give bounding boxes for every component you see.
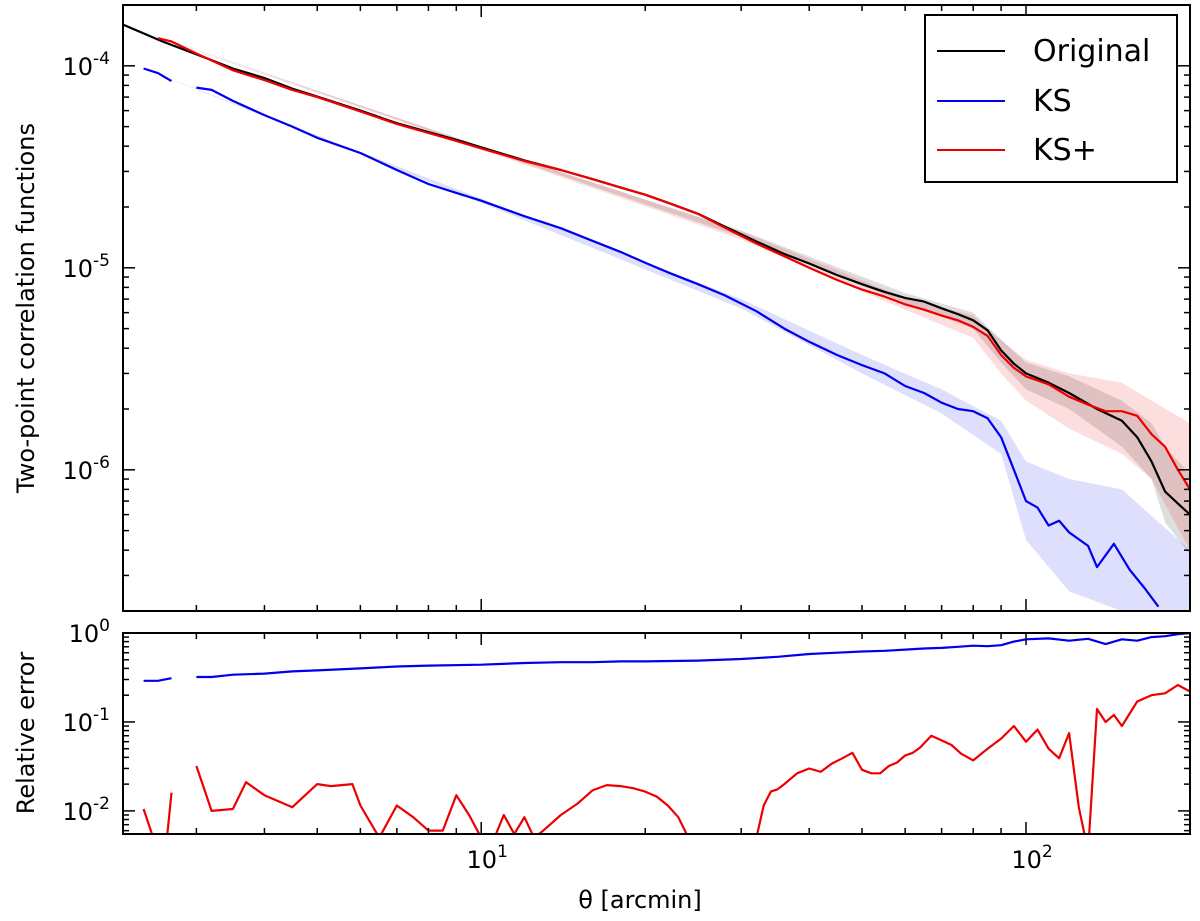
top-y-tick-label: 10-4 <box>63 49 111 81</box>
legend-label-ksplus: KS+ <box>1033 133 1097 168</box>
top-panel: 10-4 10-5 10-6 Two-point correlation funct… <box>12 4 1191 612</box>
legend-item-ksplus[interactable]: KS+ <box>937 133 1097 168</box>
bottom-x-tick-label: 101 <box>467 842 508 874</box>
top-y-axis-label: Two-point correlation functions <box>12 123 40 494</box>
legend-frame <box>924 14 1178 183</box>
top-axes-frame <box>122 4 1191 612</box>
bottom-x-tick-label: 102 <box>1011 842 1052 874</box>
bottom-y-tick-label: 100 <box>69 616 110 648</box>
top-y-tick-label: 10-5 <box>63 251 111 283</box>
bottom-series-lines <box>142 633 1190 834</box>
bottom-y-axis-label: Relative error <box>12 652 40 815</box>
bottom-panel: 100 10-1 10-2 101 102 Relative error θ [arcm… <box>12 616 1191 914</box>
top-series-line-ksplus <box>157 37 1190 490</box>
legend-item-ks[interactable]: KS <box>937 84 1072 119</box>
top-y-tick-label: 10-6 <box>63 453 111 485</box>
legend[interactable]: Original KS KS+ <box>924 14 1178 183</box>
legend-label-original: Original <box>1033 34 1150 69</box>
legend-item-original[interactable]: Original <box>937 34 1150 69</box>
legend-label-ks: KS <box>1033 84 1072 119</box>
error-band-ks <box>143 68 1190 611</box>
bottom-y-tick-label: 10-1 <box>63 705 111 737</box>
top-error-bands <box>123 24 1190 611</box>
bottom-series-line-ksplus <box>142 683 1190 834</box>
x-axis-label: θ [arcmin] <box>578 886 702 914</box>
bottom-ticks: 100 10-1 10-2 101 102 <box>63 616 1191 874</box>
bottom-axes-frame <box>122 632 1191 835</box>
bottom-y-tick-label: 10-2 <box>63 794 111 826</box>
top-series-line-ks <box>143 67 1160 608</box>
top-series-lines <box>123 23 1190 608</box>
bottom-series-line-ks <box>143 633 1190 682</box>
